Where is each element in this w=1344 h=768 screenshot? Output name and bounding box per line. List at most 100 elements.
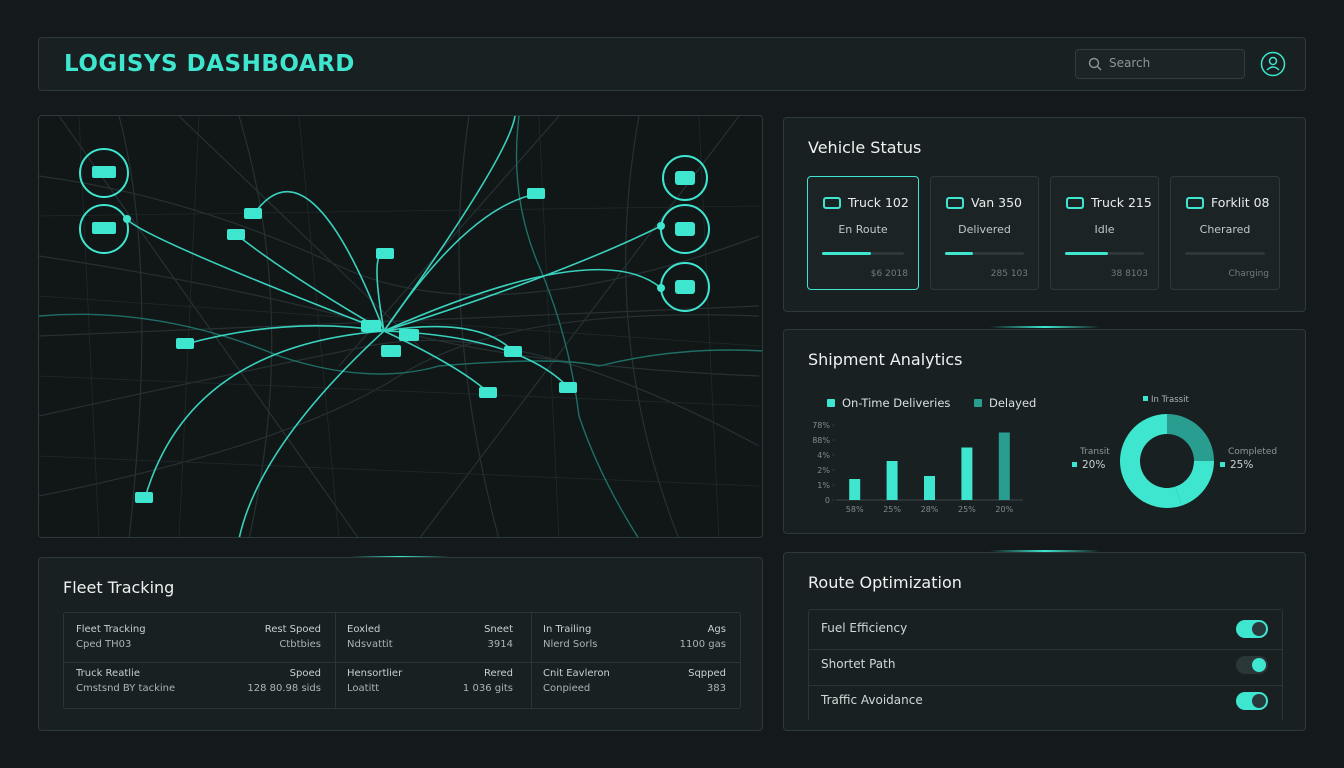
- toggle[interactable]: [1236, 656, 1268, 674]
- toggle-knob: [1252, 622, 1266, 636]
- vehicle-meta: $6 2018: [870, 269, 908, 279]
- progress-track: [945, 252, 1024, 255]
- cell-value: 128 80.98 sids: [247, 683, 321, 694]
- map-panel[interactable]: [38, 115, 763, 538]
- cell-label: Fleet Tracking: [76, 624, 146, 635]
- toggle-knob: [1252, 694, 1266, 708]
- donut-value: 25%: [1230, 459, 1253, 471]
- cell-value: 1 036 gits: [462, 683, 513, 694]
- legend-label: Delayed: [989, 396, 1036, 410]
- toggle[interactable]: [1236, 692, 1268, 710]
- cell-label: Nlerd Sorls: [543, 639, 598, 650]
- vehicle-status: En Route: [838, 223, 888, 236]
- progress-track: [1065, 252, 1144, 255]
- vehicle-status-panel: Vehicle Status Truck 102 En Route $6 2018 V…: [783, 117, 1306, 312]
- vehicle-name: Forklit 08: [1211, 195, 1270, 210]
- legend-swatch: [1220, 462, 1225, 467]
- shipment-charts: On-Time Deliveries Delayed 0 1% 2% 4% 88% 78% 58…: [812, 395, 1277, 514]
- map: [39, 116, 762, 537]
- vehicle-status: Cherared: [1199, 223, 1251, 236]
- column-divider: [335, 613, 336, 708]
- x-tick-label: 20%: [995, 505, 1013, 514]
- cell-label: Truck Reatlie: [76, 668, 140, 679]
- y-tick-label: 4%: [817, 451, 830, 460]
- cell-label: Cped TH03: [76, 639, 132, 650]
- vehicle-meta: Charging: [1228, 269, 1269, 279]
- icon-body: [1186, 197, 1204, 209]
- row-divider: [809, 685, 1282, 686]
- progress-fill: [1065, 252, 1109, 255]
- icon-body: [946, 197, 964, 209]
- donut-segment: [1167, 414, 1214, 461]
- fleet-table: Fleet Tracking Rest Spoed Cped TH03 Ctbtbie…: [63, 612, 741, 709]
- panel-title: Fleet Tracking: [63, 578, 175, 597]
- vehicle-card[interactable]: Truck 215 Idle 38 8103: [1050, 176, 1159, 290]
- vehicle-card[interactable]: Forklit 08 Cherared Charging: [1170, 176, 1280, 290]
- donut-segment: [1120, 414, 1182, 508]
- row-divider: [809, 649, 1282, 650]
- header: LOGISYS DASHBOARD Search: [38, 37, 1306, 91]
- donut-name: Completed: [1228, 447, 1277, 457]
- cell-value: Ctbtbies: [279, 639, 321, 650]
- icon-body: [1066, 197, 1084, 209]
- search-placeholder: Search: [1109, 56, 1151, 70]
- donut-top-label: In Trassit: [1151, 395, 1189, 405]
- x-tick-label: 58%: [846, 505, 864, 514]
- search-icon: [1088, 57, 1102, 71]
- vehicle-name: Truck 215: [1091, 195, 1152, 210]
- glow: [990, 326, 1100, 328]
- bar: [998, 432, 1010, 500]
- y-tick-label: 1%: [817, 481, 830, 490]
- vehicle-name: Truck 102: [848, 195, 909, 210]
- search-box[interactable]: Search: [1075, 49, 1245, 79]
- cell-label: Conpieed: [543, 683, 591, 694]
- vehicle-card[interactable]: Van 350 Delivered 285 103: [930, 176, 1039, 290]
- progress-track: [822, 252, 904, 255]
- donut-segment: [1175, 461, 1214, 506]
- glow: [990, 550, 1100, 552]
- donut-value: 20%: [1082, 459, 1105, 471]
- vehicle-meta: 285 103: [990, 269, 1028, 279]
- option-label: Shortet Path: [821, 657, 896, 671]
- cell-value: Sneet: [484, 624, 513, 635]
- progress-fill: [945, 252, 973, 255]
- panel-title: Route Optimization: [808, 573, 962, 592]
- vehicle-status: Idle: [1094, 223, 1115, 236]
- toggle[interactable]: [1236, 620, 1268, 638]
- bar: [886, 461, 898, 500]
- y-tick-label: 78%: [812, 421, 830, 430]
- x-tick-label: 28%: [921, 505, 939, 514]
- cell-label: Eoxled: [347, 624, 381, 635]
- cell-value: 3914: [487, 639, 513, 650]
- vehicle-card[interactable]: Truck 102 En Route $6 2018: [807, 176, 919, 290]
- cell-value: Sqpped: [688, 668, 726, 679]
- cell-label: In Trailing: [543, 624, 592, 635]
- cell-label: Ndsvattit: [347, 639, 393, 650]
- row-divider: [64, 662, 740, 663]
- y-tick-label: 0: [825, 496, 830, 505]
- cell-value: 383: [706, 683, 726, 694]
- column-divider: [531, 613, 532, 708]
- vehicle-status: Delivered: [958, 223, 1011, 236]
- vehicle-meta: 38 8103: [1110, 269, 1148, 279]
- x-tick-label: 25%: [958, 505, 976, 514]
- cell-value: Spoed: [289, 668, 321, 679]
- route-options: Fuel Efficiency Shortet Path Traffic Avoid…: [808, 609, 1283, 720]
- toggle-knob: [1252, 658, 1266, 672]
- shipment-panel: Shipment Analytics On-Time Deliveries Del…: [783, 329, 1306, 534]
- y-tick-label: 88%: [812, 436, 830, 445]
- option-label: Traffic Avoidance: [821, 693, 923, 707]
- y-tick-label: 2%: [817, 466, 830, 475]
- panel-title: Vehicle Status: [808, 138, 922, 157]
- user-icon[interactable]: [1260, 51, 1286, 77]
- progress-fill: [822, 252, 872, 255]
- cell-label: Hensortlier: [347, 668, 403, 679]
- legend-swatch: [1072, 462, 1077, 467]
- legend-swatch: [974, 399, 982, 407]
- cell-label: Cmstsnd BY tackine: [76, 683, 176, 694]
- legend-label: On-Time Deliveries: [842, 396, 950, 410]
- cell-label: Loatitt: [347, 683, 380, 694]
- bar: [924, 476, 935, 500]
- vehicle-name: Van 350: [971, 195, 1022, 210]
